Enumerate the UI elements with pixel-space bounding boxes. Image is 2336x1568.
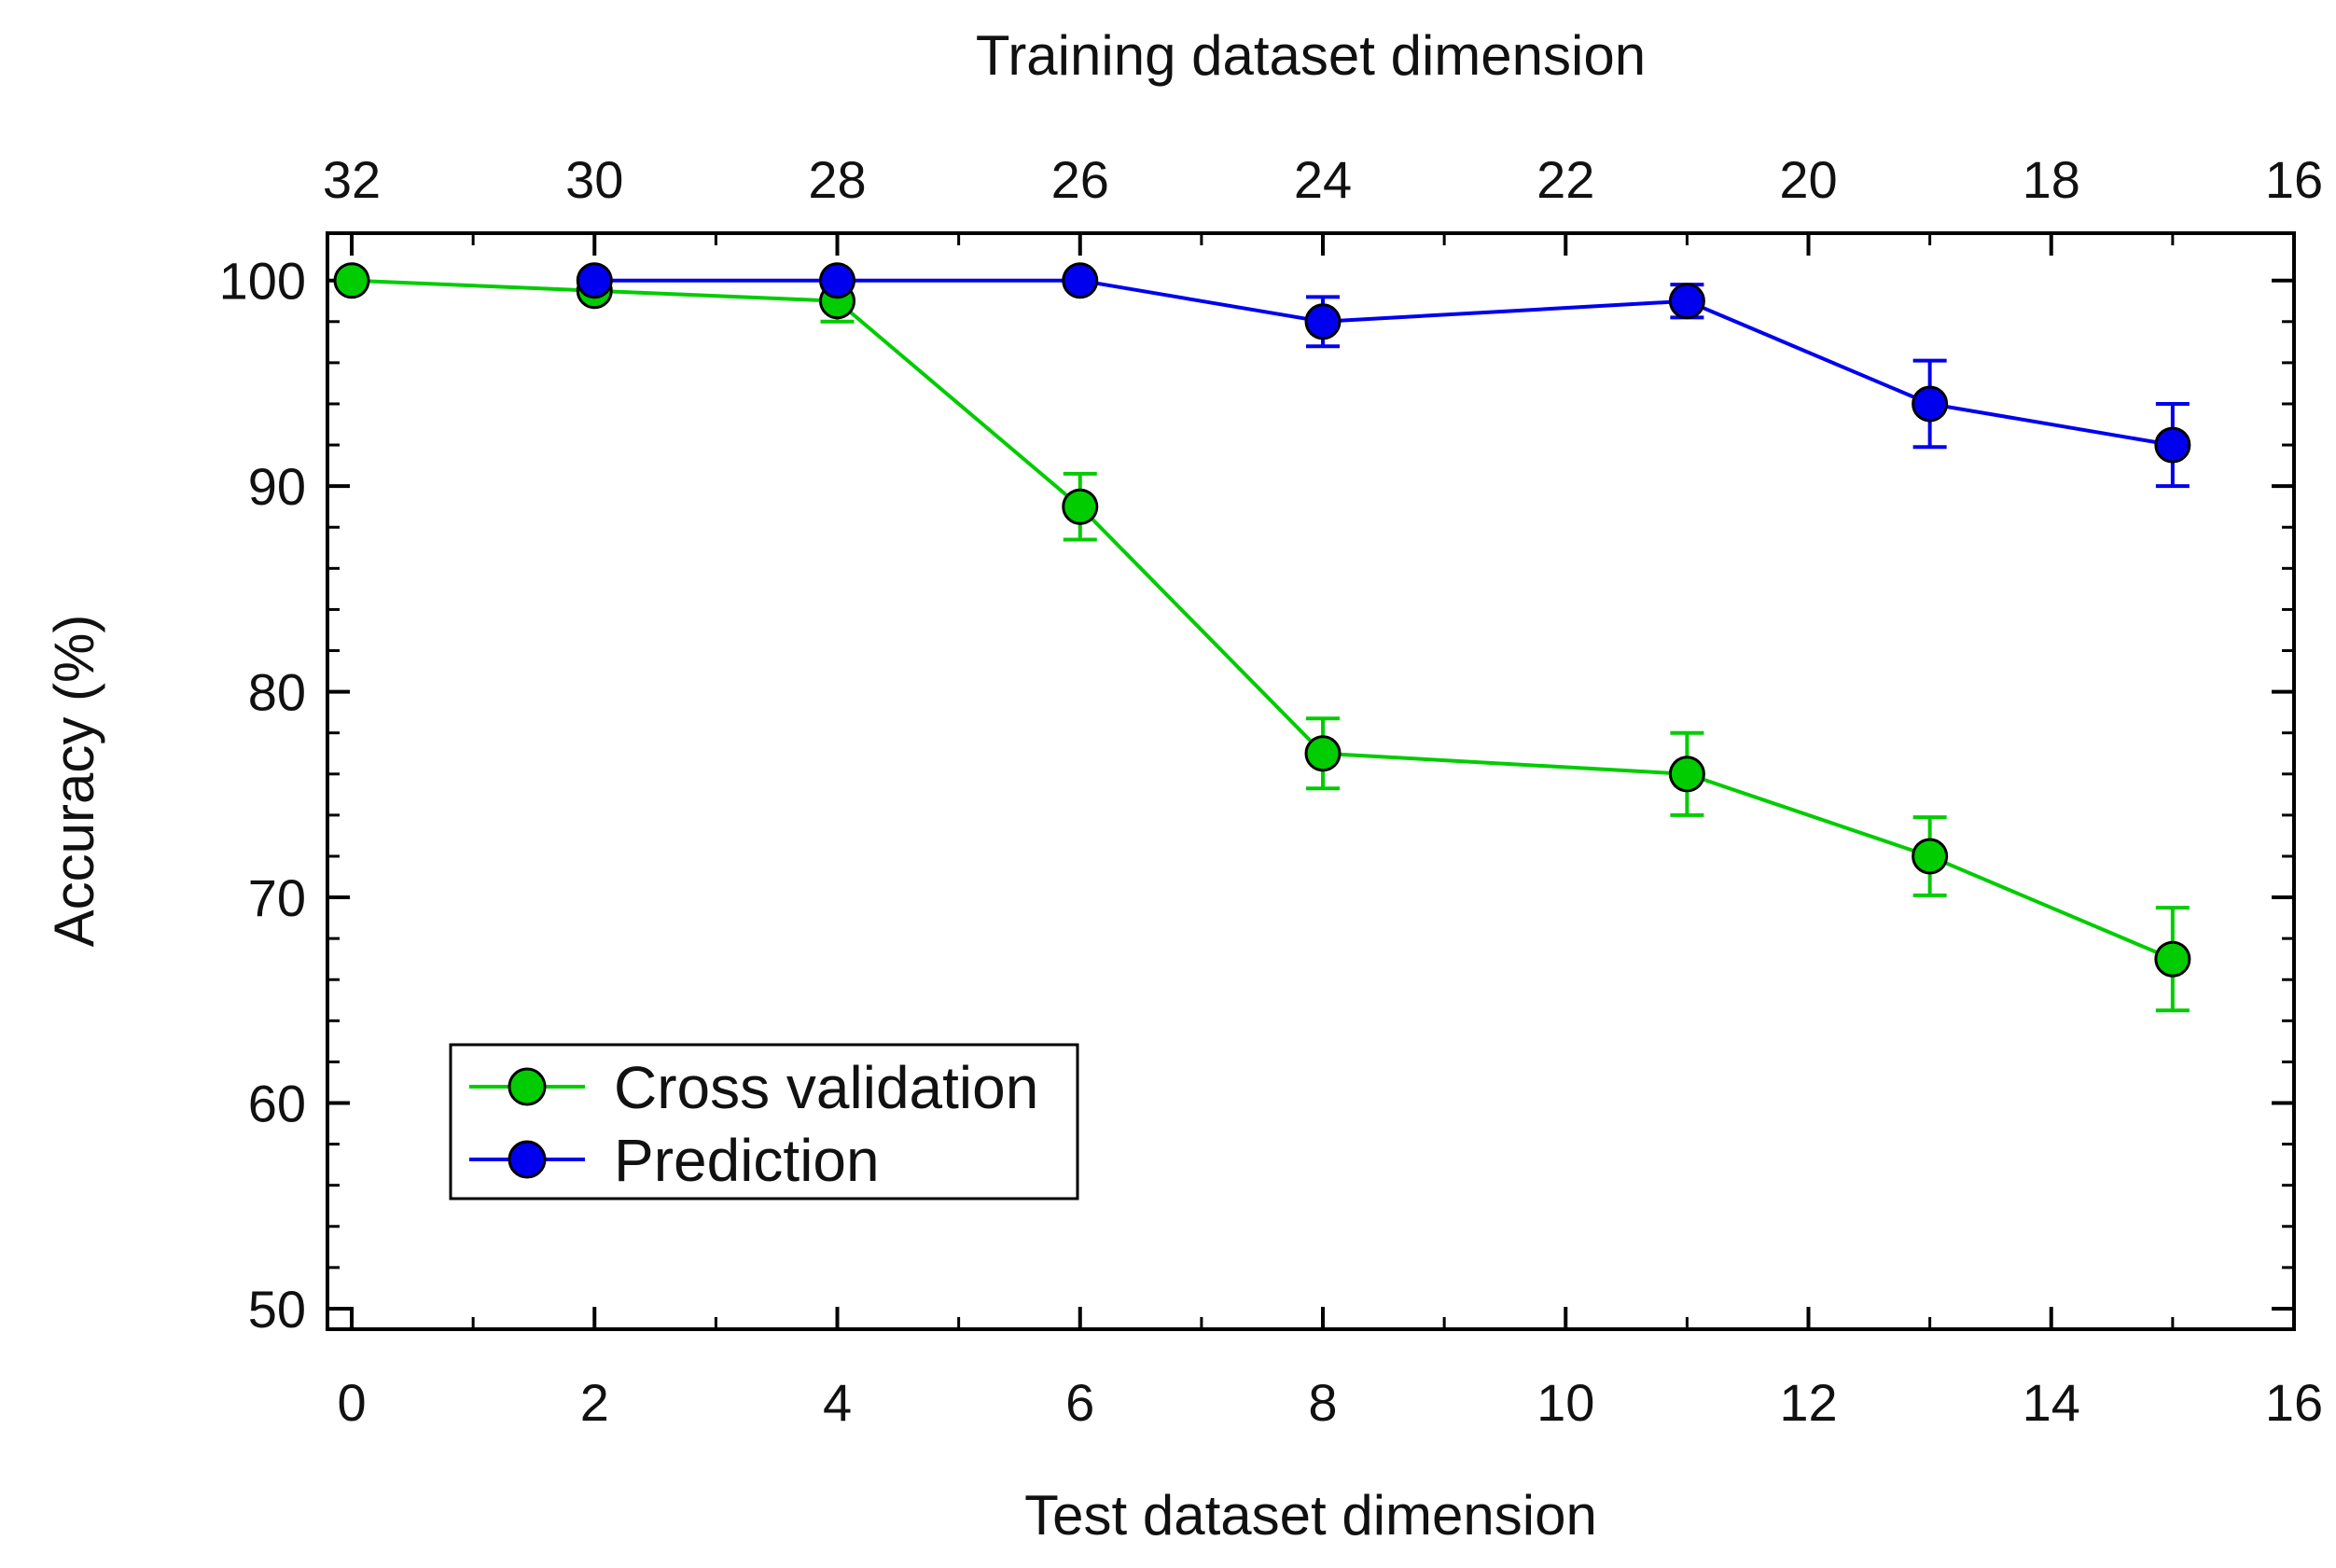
x-axis-title: Test dataset dimension (1024, 1484, 1597, 1547)
x2-tick-label: 32 (323, 150, 381, 209)
data-point-cross-validation (333, 262, 370, 299)
x2-tick-label: 30 (565, 150, 623, 209)
legend-box (449, 1043, 1079, 1200)
x-tick-label: 0 (337, 1373, 366, 1432)
x2-tick-label: 18 (2023, 150, 2080, 209)
y-tick-label: 60 (248, 1075, 306, 1133)
axis-tick-labels: 0 32 2 30 4 28 6 26 8 24 10 22 12 20 14 18 16 16 50 60 70 80 9… (219, 150, 2324, 1432)
plot-series (333, 262, 2191, 1013)
data-point-prediction (819, 262, 856, 299)
y-tick-label: 80 (248, 663, 306, 722)
data-point-prediction (1912, 385, 1949, 423)
y-tick-label: 50 (248, 1280, 306, 1339)
x-tick-label: 8 (1308, 1373, 1337, 1432)
data-point-cross-validation (1304, 735, 1342, 772)
data-point-prediction (2154, 426, 2191, 464)
y-tick-label: 100 (219, 252, 306, 311)
legend-marker-cross-validation (508, 1067, 547, 1106)
legend-marker-prediction (508, 1140, 547, 1179)
series-line-cross-validation (351, 278, 2174, 962)
x2-tick-label: 28 (808, 150, 866, 209)
legend-label-prediction: Prediction (614, 1127, 880, 1194)
axis-ticks (327, 233, 2296, 1329)
legend: Cross validation Prediction (449, 1043, 1079, 1200)
data-point-cross-validation (1668, 756, 1705, 793)
x-tick-label: 16 (2265, 1373, 2323, 1432)
data-point-cross-validation (1912, 838, 1949, 875)
plot-frame (326, 231, 2296, 1331)
x2-tick-label: 16 (2265, 150, 2323, 209)
data-point-cross-validation (1062, 488, 1099, 525)
x2-tick-label: 26 (1051, 150, 1109, 209)
data-point-prediction (576, 262, 613, 299)
top-axis-title: Training dataset dimension (976, 24, 1646, 87)
legend-label-cross-validation: Cross validation (614, 1054, 1038, 1121)
y-axis-title: Accuracy (%) (43, 615, 105, 948)
data-point-prediction (1668, 283, 1705, 320)
x-tick-label: 2 (580, 1373, 609, 1432)
y-tick-label: 70 (248, 868, 306, 927)
x-tick-label: 10 (1536, 1373, 1594, 1432)
x-tick-label: 6 (1065, 1373, 1094, 1432)
x-tick-label: 14 (2023, 1373, 2080, 1432)
x-tick-label: 12 (1779, 1373, 1837, 1432)
x-tick-label: 4 (823, 1373, 852, 1432)
y-tick-label: 90 (248, 457, 306, 516)
data-point-cross-validation (2154, 940, 2191, 978)
data-point-prediction (1304, 303, 1342, 340)
x2-tick-label: 20 (1779, 150, 1837, 209)
x2-tick-label: 24 (1294, 150, 1352, 209)
data-point-prediction (1062, 262, 1099, 299)
x2-tick-label: 22 (1536, 150, 1594, 209)
